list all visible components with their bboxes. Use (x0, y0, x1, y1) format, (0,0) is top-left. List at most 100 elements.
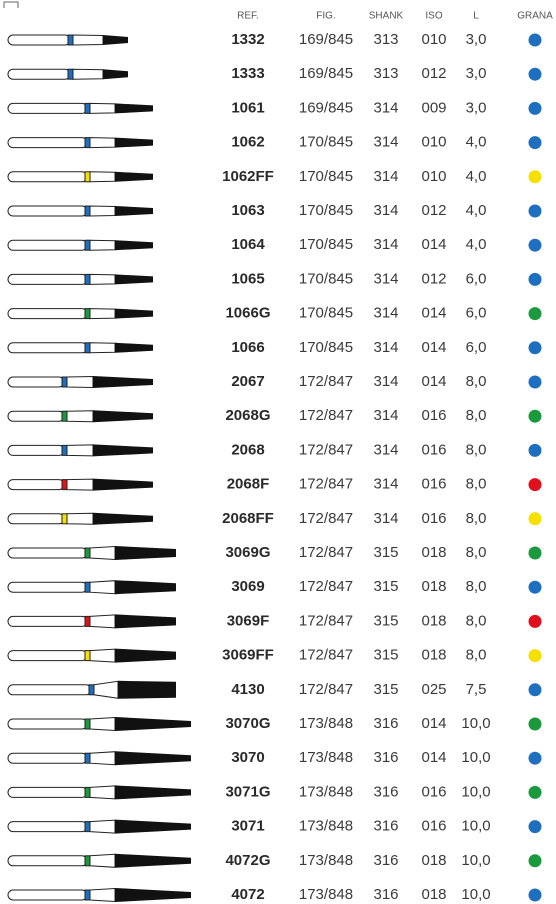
bur-ring (89, 685, 94, 695)
cell-fig: 173/848 (299, 715, 353, 732)
cell-ref: 4130 (231, 681, 264, 698)
bur-shank (8, 480, 64, 490)
cell-l: 8,0 (466, 373, 487, 390)
bur-neck (90, 786, 115, 799)
bur-neck (90, 889, 115, 902)
cell-ref: 3070G (225, 715, 270, 732)
cell-shank: 313 (373, 65, 398, 82)
cell-ref: 2067 (231, 373, 264, 390)
bur-ring (85, 274, 90, 284)
cell-iso: 016 (421, 818, 446, 835)
cell-shank: 316 (373, 715, 398, 732)
bur-neck (90, 274, 115, 284)
bur-tip (118, 681, 176, 699)
grana-dot (529, 273, 542, 286)
bur-shank (8, 377, 64, 387)
cell-iso: 009 (421, 99, 446, 116)
bur-ring (85, 822, 90, 832)
cell-l: 3,0 (466, 31, 487, 48)
cell-fig: 169/845 (299, 65, 353, 82)
bur-neck (90, 138, 115, 148)
cell-ref: 1332 (231, 31, 264, 48)
bur-tip (115, 343, 153, 353)
bur-shank (8, 719, 87, 729)
grana-dot (529, 478, 542, 491)
bur-tip (115, 580, 176, 594)
cell-ref: 4072G (225, 852, 270, 869)
bur-shank (8, 206, 87, 216)
cell-ref: 4072 (231, 886, 264, 903)
bur-neck (90, 103, 115, 113)
bur-tip (115, 138, 153, 148)
grana-dot (529, 718, 542, 731)
bur-ring (85, 582, 90, 592)
grana-dot (529, 102, 542, 115)
cell-fig: 170/845 (299, 305, 353, 322)
cell-l: 6,0 (466, 339, 487, 356)
bur-neck (67, 479, 93, 490)
bur-shank (8, 274, 87, 284)
column-header: L (473, 11, 479, 22)
cell-fig: 173/848 (299, 749, 353, 766)
bur-ring (85, 856, 90, 866)
grana-dot (529, 615, 542, 628)
bur-shank (8, 172, 87, 182)
bur-neck (90, 820, 115, 833)
cell-fig: 172/847 (299, 647, 353, 664)
bur-ring (85, 616, 90, 626)
bur-neck (90, 752, 115, 765)
bur-neck (73, 69, 103, 79)
bur-tip (115, 103, 153, 113)
cell-iso: 014 (421, 305, 446, 322)
grana-dot (529, 752, 542, 765)
cell-l: 10,0 (461, 818, 490, 835)
cell-shank: 314 (373, 99, 398, 116)
bur-neck (67, 445, 93, 456)
bur-neck (90, 309, 115, 319)
cell-shank: 315 (373, 544, 398, 561)
bur-ring (85, 719, 90, 729)
cell-fig: 172/847 (299, 441, 353, 458)
cell-ref: 1066G (225, 305, 270, 322)
cell-ref: 2068F (227, 476, 270, 493)
cell-l: 4,0 (466, 134, 487, 151)
cell-shank: 315 (373, 647, 398, 664)
cell-fig: 170/845 (299, 270, 353, 287)
bur-ring (68, 69, 73, 79)
cell-l: 4,0 (466, 236, 487, 253)
bur-shank (8, 890, 87, 900)
cell-fig: 173/848 (299, 783, 353, 800)
cell-iso: 016 (421, 783, 446, 800)
cell-l: 8,0 (466, 578, 487, 595)
cell-iso: 012 (421, 270, 446, 287)
cell-l: 7,5 (466, 681, 487, 698)
bur-shank (8, 651, 87, 661)
bur-ring (62, 514, 67, 524)
cell-fig: 172/847 (299, 373, 353, 390)
column-header: SHANK (369, 11, 404, 22)
cell-ref: 3070 (231, 749, 264, 766)
cell-fig: 169/845 (299, 31, 353, 48)
grana-dot (529, 820, 542, 833)
cell-ref: 1064 (231, 236, 265, 253)
cell-shank: 314 (373, 305, 398, 322)
bur-neck (90, 343, 115, 353)
cell-ref: 3069 (231, 578, 264, 595)
bur-neck (73, 35, 103, 45)
bur-tip (93, 444, 153, 456)
cell-iso: 018 (421, 578, 446, 595)
bur-tip (115, 649, 176, 663)
cell-l: 8,0 (466, 441, 487, 458)
grana-dot (529, 136, 542, 149)
bur-shank (8, 822, 87, 832)
grana-dot (529, 239, 542, 252)
cell-ref: 3071G (225, 783, 270, 800)
cell-l: 4,0 (466, 202, 487, 219)
bur-tip (115, 820, 191, 834)
cell-l: 10,0 (461, 749, 490, 766)
bur-tip (115, 614, 176, 628)
bur-ring (85, 343, 90, 353)
grana-dot (529, 581, 542, 594)
cell-ref: 3071 (231, 818, 264, 835)
bur-neck (90, 615, 115, 628)
